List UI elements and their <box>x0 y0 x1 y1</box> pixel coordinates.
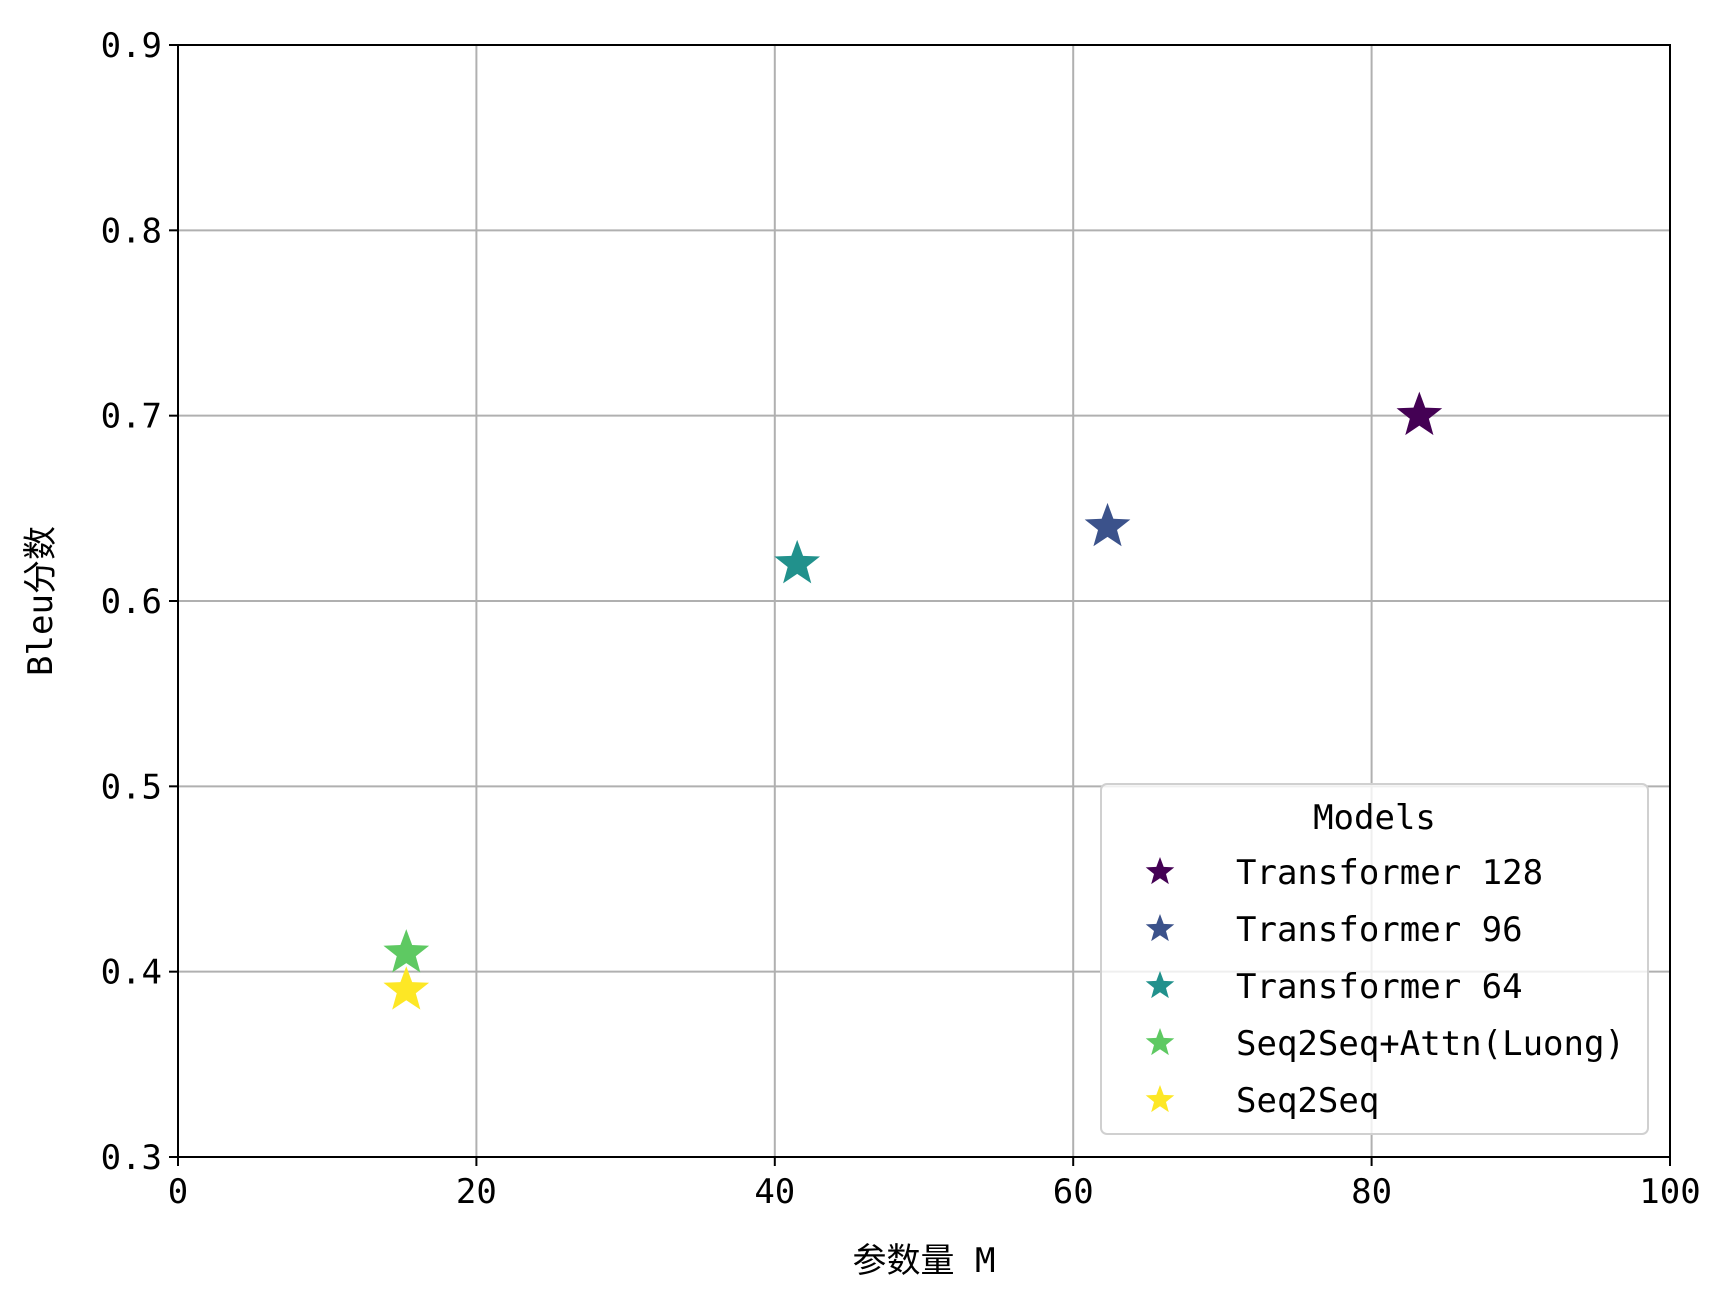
legend-entry-label: Seq2Seq <box>1236 1081 1379 1121</box>
x-tick-label: 100 <box>1639 1172 1700 1212</box>
x-tick-label: 40 <box>754 1172 795 1212</box>
x-axis-label: 参数量 M <box>853 1241 996 1281</box>
legend-entry-label: Seq2Seq+Attn(Luong) <box>1236 1024 1625 1064</box>
y-tick-label: 0.9 <box>101 26 162 66</box>
legend-marker-star <box>1145 914 1175 942</box>
y-axis-label: Bleu分数 <box>21 526 61 676</box>
data-point-star <box>1396 391 1443 436</box>
data-point-star <box>383 929 430 973</box>
legend-marker-star <box>1145 971 1175 999</box>
x-tick-label: 20 <box>456 1172 497 1212</box>
grid-lines <box>178 45 1670 1157</box>
y-tick-label: 0.4 <box>101 953 162 993</box>
y-tick-label: 0.5 <box>101 767 162 807</box>
y-tick-label: 0.6 <box>101 582 162 622</box>
x-tick-label: 60 <box>1053 1172 1094 1212</box>
legend-entry-label: Transformer 128 <box>1236 853 1543 893</box>
data-point-star <box>383 966 430 1010</box>
legend-marker-star <box>1145 1085 1175 1113</box>
y-tick-label: 0.3 <box>101 1138 162 1178</box>
data-points <box>383 391 1443 1010</box>
legend: Models Transformer 128 Transformer 96 Trans… <box>1100 783 1649 1135</box>
y-tick-label: 0.8 <box>101 211 162 251</box>
legend-marker-star <box>1145 857 1175 885</box>
legend-box <box>1100 783 1649 1135</box>
data-point-star <box>1084 502 1131 547</box>
x-tick-label: 0 <box>168 1172 188 1212</box>
x-tick-label: 80 <box>1351 1172 1392 1212</box>
legend-entry-label: Transformer 64 <box>1236 967 1523 1007</box>
legend-entry-label: Transformer 96 <box>1236 910 1523 950</box>
y-tick-label: 0.7 <box>101 397 162 437</box>
legend-title: Models <box>1313 798 1436 838</box>
data-point-star <box>774 539 821 584</box>
legend-marker-star <box>1145 1028 1175 1056</box>
plot-frame <box>177 44 1671 1158</box>
axis-ticks: 0 20 40 60 80 100 0.3 0.4 0.5 0.6 0.7 0.8 0.9 <box>101 26 1701 1212</box>
